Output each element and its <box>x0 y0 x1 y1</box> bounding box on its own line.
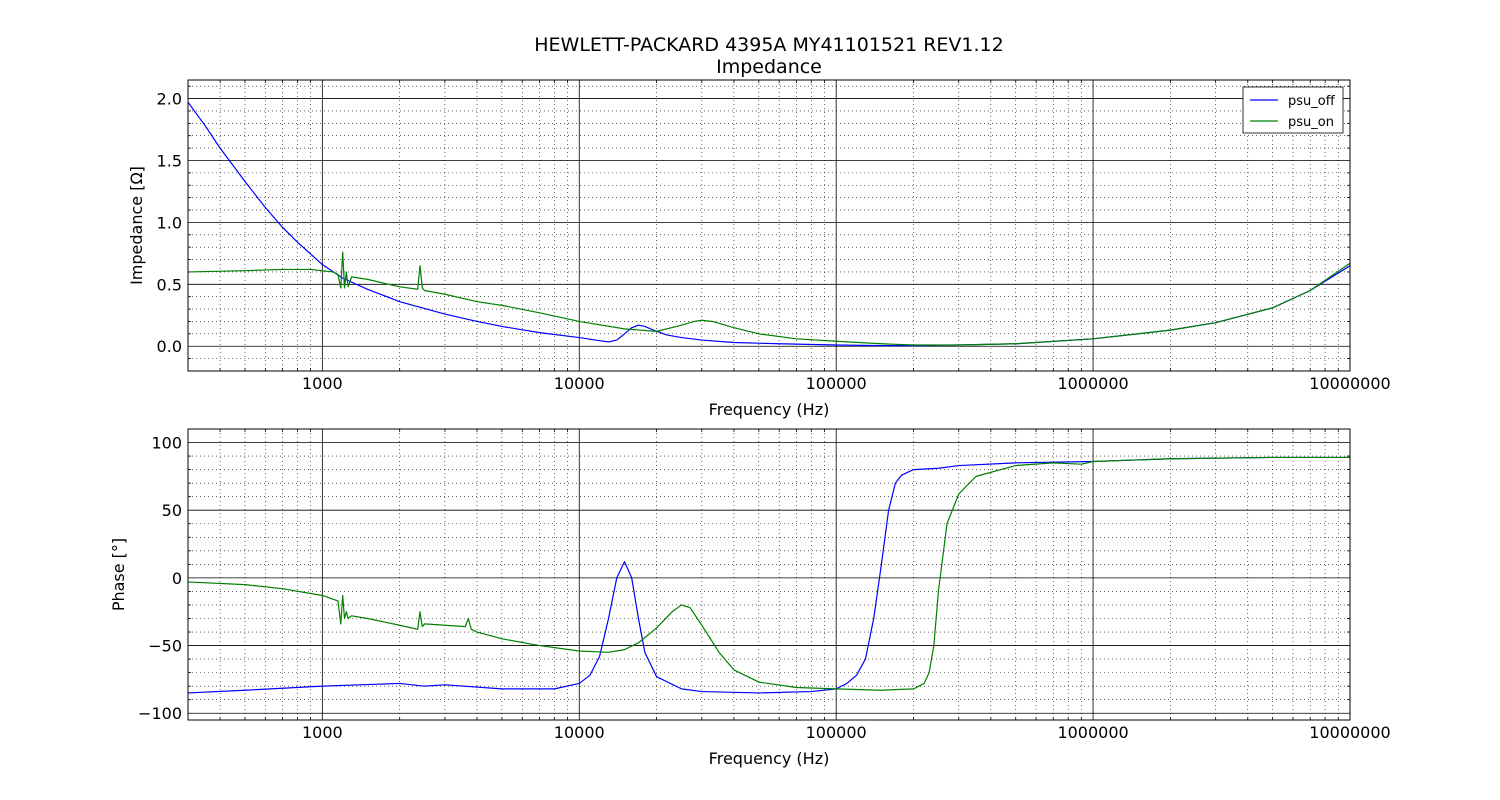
x-tick-label: 10000000 <box>1309 374 1390 393</box>
x-tick-label: 1000000 <box>1057 723 1128 742</box>
series-line-psu_on <box>188 251 1350 346</box>
y-axis-label: Phase [°] <box>109 538 128 611</box>
y-tick-label: 2.0 <box>157 90 182 109</box>
x-tick-label: 10000 <box>554 374 605 393</box>
series-line-psu_off <box>188 456 1350 694</box>
legend-label-psu_on: psu_on <box>1288 115 1334 130</box>
y-tick-label: −50 <box>148 637 182 656</box>
x-axis-label: Frequency (Hz) <box>709 400 830 419</box>
x-tick-label: 100000 <box>806 374 867 393</box>
axes-frame <box>187 428 1351 721</box>
y-tick-label: −100 <box>138 704 182 723</box>
phase-panel: 1000 10000 100000 1000000 10000000 −100 −50 0 50… <box>109 428 1391 768</box>
y-tick-label: 0.5 <box>157 275 182 294</box>
y-tick-label: 1.0 <box>157 213 182 232</box>
series-line-psu_on <box>188 456 1350 691</box>
y-tick-label: 0 <box>172 569 182 588</box>
x-tick-label: 10000000 <box>1309 723 1390 742</box>
x-tick-label: 1000 <box>302 374 343 393</box>
impedance-panel: 1000 10000 100000 1000000 10000000 0.0 0.5 1.0 1… <box>127 79 1391 419</box>
legend: psu_off psu_on <box>1242 86 1344 134</box>
y-tick-label: 1.5 <box>157 151 182 170</box>
chart-title-line-2: Impedance <box>716 56 822 78</box>
axes-frame <box>187 79 1351 372</box>
x-axis-label: Frequency (Hz) <box>709 749 830 768</box>
legend-label-psu_off: psu_off <box>1288 94 1336 109</box>
y-tick-label: 50 <box>162 501 182 520</box>
y-axis-label: Impedance [Ω] <box>127 166 146 285</box>
x-tick-label: 10000 <box>554 723 605 742</box>
chart-title-line-1: HEWLETT-PACKARD 4395A MY41101521 REV1.12 <box>534 34 1003 56</box>
x-tick-label: 1000 <box>302 723 343 742</box>
x-tick-label: 100000 <box>806 723 867 742</box>
legend-box <box>1242 86 1344 134</box>
y-tick-label: 0.0 <box>157 337 182 356</box>
x-tick-label: 1000000 <box>1057 374 1128 393</box>
y-tick-label: 100 <box>151 434 182 453</box>
